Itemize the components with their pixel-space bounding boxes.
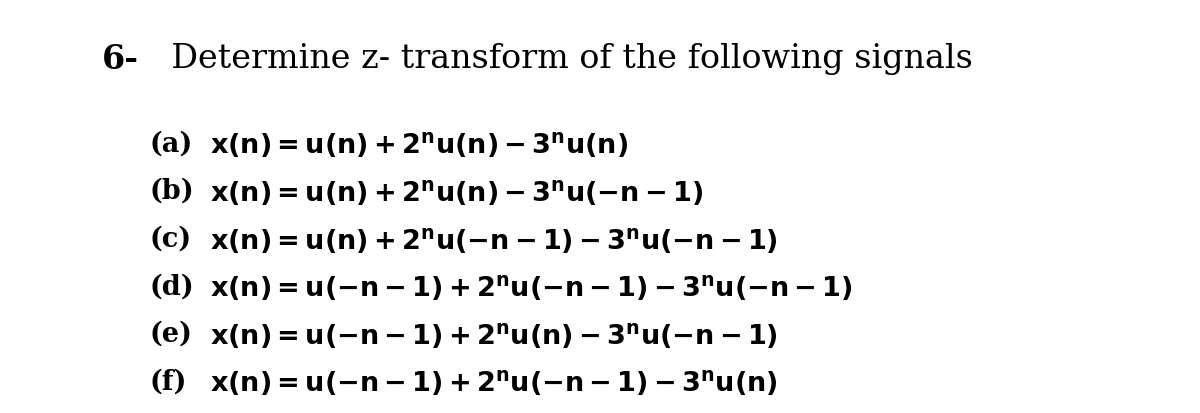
Text: (b): (b) bbox=[150, 178, 194, 204]
Text: $\mathbf{x(n) = u(n) + 2^nu(n) - 3^nu(-n-1)}$: $\mathbf{x(n) = u(n) + 2^nu(n) - 3^nu(-n… bbox=[210, 178, 703, 207]
Text: $\mathbf{x(n) = u(-n-1) + 2^nu(n) - 3^nu(-n-1)}$: $\mathbf{x(n) = u(-n-1) + 2^nu(n) - 3^nu… bbox=[210, 320, 778, 350]
Text: (a): (a) bbox=[150, 130, 193, 157]
Text: (f): (f) bbox=[150, 368, 187, 394]
Text: (c): (c) bbox=[150, 225, 192, 252]
Text: Determine z- transform of the following signals: Determine z- transform of the following … bbox=[150, 43, 973, 75]
Text: $\mathbf{x(n) = u(-n-1) + 2^nu(-n-1) - 3^nu(n)}$: $\mathbf{x(n) = u(-n-1) + 2^nu(-n-1) - 3… bbox=[210, 368, 778, 397]
Text: $\mathbf{x(n) = u(n) + 2^nu(n) - 3^nu(n)}$: $\mathbf{x(n) = u(n) + 2^nu(n) - 3^nu(n)… bbox=[210, 130, 628, 160]
Text: 6-: 6- bbox=[102, 43, 139, 76]
Text: (d): (d) bbox=[150, 273, 194, 299]
Text: $\mathbf{x(n) = u(-n-1) + 2^nu(-n-1) - 3^nu(-n-1)}$: $\mathbf{x(n) = u(-n-1) + 2^nu(-n-1) - 3… bbox=[210, 273, 853, 302]
Text: $\mathbf{x(n) = u(n) + 2^nu(-n-1) - 3^nu(-n-1)}$: $\mathbf{x(n) = u(n) + 2^nu(-n-1) - 3^nu… bbox=[210, 225, 778, 255]
Text: (e): (e) bbox=[150, 320, 193, 347]
